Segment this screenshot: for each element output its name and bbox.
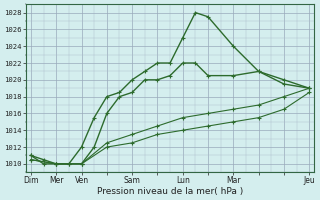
X-axis label: Pression niveau de la mer( hPa ): Pression niveau de la mer( hPa ) [97,187,243,196]
